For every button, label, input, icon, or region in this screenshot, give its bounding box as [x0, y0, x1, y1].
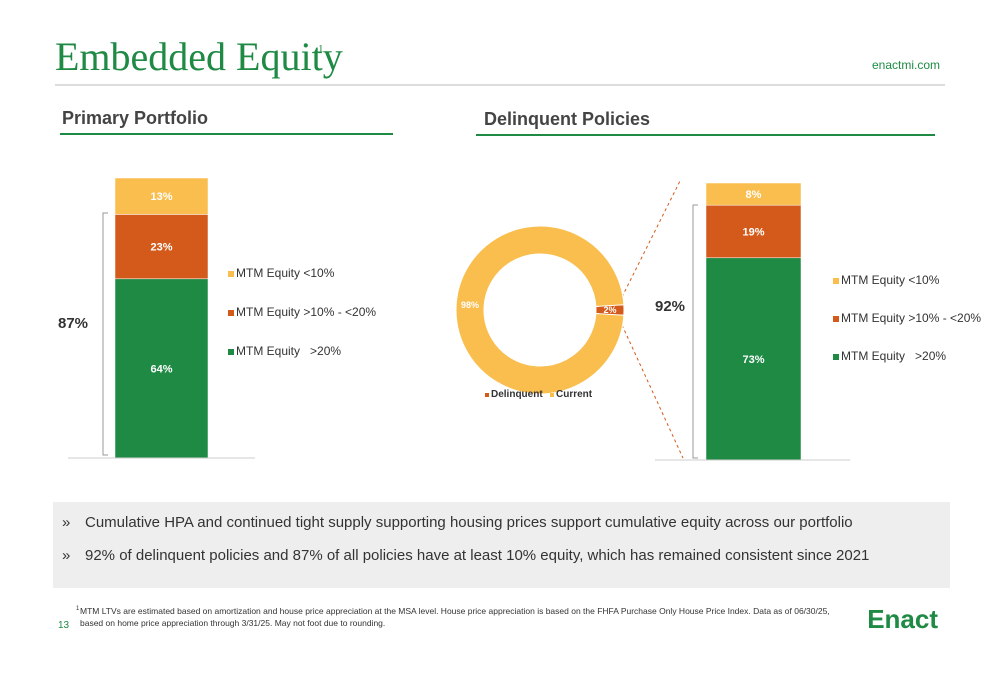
value-label: 19% [742, 226, 764, 238]
legend-swatch [485, 393, 489, 397]
legend-swatch [833, 278, 839, 284]
bullet-marker: » [62, 547, 70, 564]
bullet-marker: » [62, 514, 70, 531]
legend-swatch [228, 310, 234, 316]
legend-label: MTM Equity >10% - <20% [841, 311, 981, 325]
bullet-box [53, 502, 950, 588]
section-title: Primary Portfolio [62, 108, 208, 128]
bar-segment [114, 214, 209, 280]
legend-label: MTM Equity <10% [841, 273, 940, 287]
legend-label: MTM Equity >20% [236, 344, 341, 358]
slide-title: Embedded Equity [55, 34, 343, 79]
legend-label: Delinquent [491, 389, 543, 400]
bracket-label: 87% [58, 315, 88, 332]
value-label: 13% [150, 191, 172, 203]
bracket [102, 212, 108, 456]
logo: Enact [867, 604, 938, 634]
site: enactmi.com [872, 58, 940, 72]
value-label: 8% [746, 189, 762, 201]
legend-swatch [833, 316, 839, 322]
legend-label: MTM Equity <10% [236, 266, 335, 280]
bracket-label: 92% [655, 298, 685, 315]
legend-label: Current [556, 389, 593, 400]
section-title: Delinquent Policies [484, 109, 650, 129]
value-label: 98% [461, 300, 479, 310]
legend-label: MTM Equity >10% - <20% [236, 305, 376, 319]
bracket [692, 204, 698, 459]
connector [621, 324, 684, 459]
bar-segment [114, 177, 209, 215]
legend-label: MTM Equity >20% [841, 349, 946, 363]
value-label: 23% [150, 242, 172, 254]
legend-swatch [228, 349, 234, 355]
legend-swatch [228, 271, 234, 277]
legend-swatch [833, 354, 839, 360]
footnote: based on home price appreciation through… [80, 618, 385, 628]
value-label: 2% [603, 305, 616, 315]
page-number: 13 [58, 620, 70, 631]
connector [621, 180, 681, 298]
value-label: 64% [150, 363, 172, 375]
bullet: Cumulative HPA and continued tight suppl… [85, 514, 853, 531]
bullet: 92% of delinquent policies and 87% of al… [85, 547, 869, 564]
bar-segment [705, 182, 802, 206]
bar-segment [705, 257, 802, 461]
bar-segment [705, 204, 802, 259]
footnote: MTM LTVs are estimated based on amortiza… [80, 606, 830, 616]
pie-slice [455, 225, 625, 395]
legend-swatch [550, 393, 554, 397]
bar-segment [114, 278, 209, 459]
title-note: 1 [318, 43, 324, 55]
footnote-marker: 1 [76, 606, 80, 612]
value-label: 73% [742, 354, 764, 366]
